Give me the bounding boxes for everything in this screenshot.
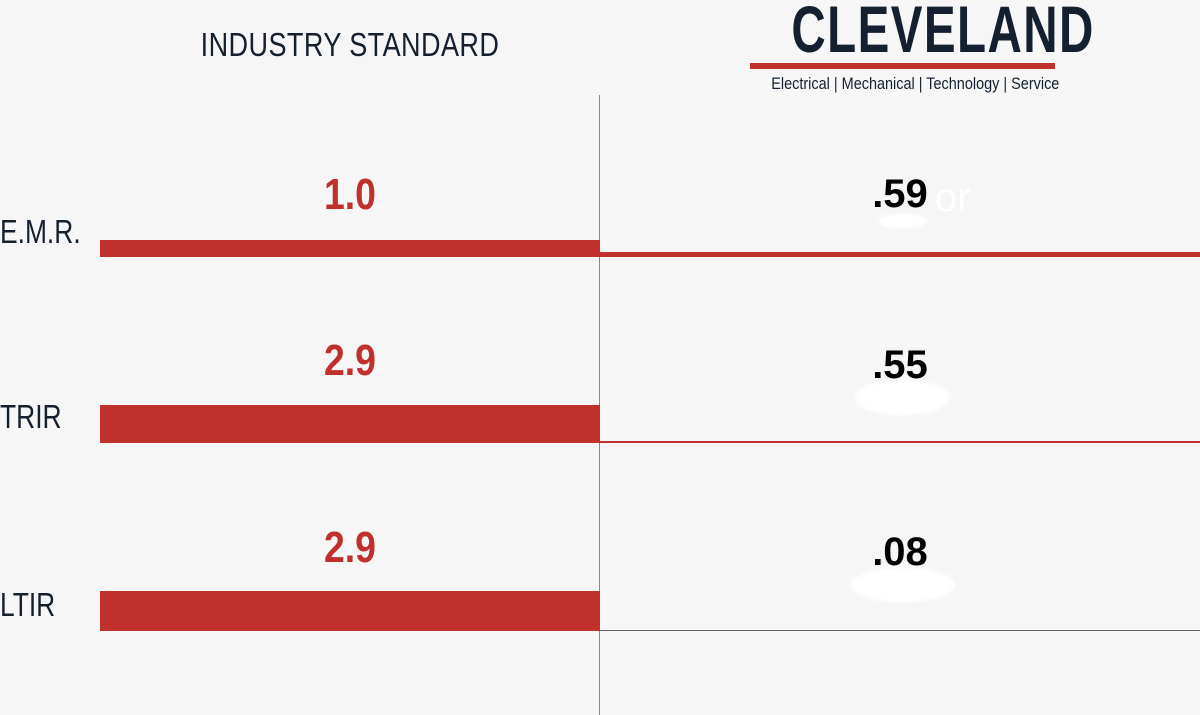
row-label-emr: E.M.R. xyxy=(0,213,81,250)
cleveland-line-emr xyxy=(600,252,1200,257)
cleveland-value-emr: .59 xyxy=(872,172,928,216)
smudge xyxy=(855,380,950,415)
logo-tagline: Electrical | Mechanical | Technology | S… xyxy=(771,74,1060,93)
cleveland-value-trir: .55 xyxy=(872,343,928,387)
industry-value-ltir: 2.9 xyxy=(323,523,376,572)
cleveland-line-ltir xyxy=(600,630,1200,631)
industry-standard-heading: INDUSTRY STANDARD xyxy=(200,26,500,63)
industry-value-trir: 2.9 xyxy=(323,336,376,385)
row-label-ltir: LTIR xyxy=(0,586,56,623)
industry-value-emr: 1.0 xyxy=(323,170,376,219)
industry-bar-ltir xyxy=(100,591,600,631)
ghost-text: or xyxy=(935,176,971,220)
logo-wordmark: CLEVELAND xyxy=(791,0,1095,66)
cleveland-value-ltir: .08 xyxy=(872,530,928,574)
cleveland-logo: CLEVELAND Electrical | Mechanical | Tech… xyxy=(748,0,1095,100)
cleveland-line-trir xyxy=(600,441,1200,443)
row-label-trir: TRIR xyxy=(0,398,62,435)
industry-bar-emr xyxy=(100,240,600,257)
logo-underline xyxy=(750,63,1055,69)
smudge xyxy=(878,214,928,228)
smudge xyxy=(850,568,955,602)
industry-bar-trir xyxy=(100,405,600,443)
